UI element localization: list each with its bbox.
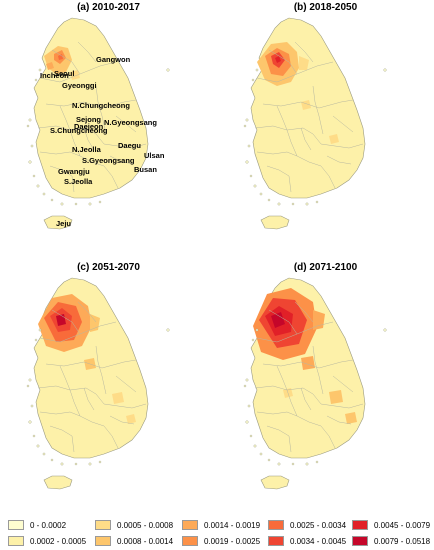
legend-label: 0.0079 - 0.0518: [374, 536, 431, 546]
legend-swatch: [95, 536, 111, 546]
region-label-s-jeolla: S.Jeolla: [64, 177, 93, 186]
region-label-daegu: Daegu: [118, 141, 141, 150]
map-panel-a: Gangwon Incheon Seoul Gyeonggi N.Chungch…: [26, 17, 170, 230]
region-label-gangwon: Gangwon: [96, 55, 131, 64]
panel-title: (a) 2010-2017: [77, 2, 140, 13]
legend: 0 - 0.0002 0.0002 - 0.0005 0.0005 - 0.00…: [0, 516, 434, 550]
legend-label: 0.0008 - 0.0014: [117, 536, 174, 546]
legend-swatch: [268, 536, 284, 546]
panel-a: (a) 2010-2017 Gangwon Incheon Seoul Gyeo…: [0, 0, 217, 255]
legend-label: 0.0002 - 0.0005: [30, 536, 87, 546]
panel-title: (c) 2051-2070: [77, 262, 140, 273]
legend-item: 0.0034 - 0.0045: [268, 534, 346, 548]
panel-title: (b) 2018-2050: [293, 2, 358, 13]
legend-swatch: [352, 536, 368, 546]
region-label-gwangju: Gwangju: [58, 167, 90, 176]
legend-item: 0.0019 - 0.0025: [182, 534, 260, 548]
legend-label: 0 - 0.0002: [30, 520, 67, 530]
region-label-jeju: Jeju: [56, 219, 71, 228]
legend-item: 0.0002 - 0.0005: [8, 534, 86, 548]
legend-swatch: [95, 520, 111, 530]
region-label-gyeonggi: Gyeonggi: [62, 81, 97, 90]
panel-d: (d) 2071-2100: [217, 260, 434, 515]
legend-label: 0.0025 - 0.0034: [290, 520, 347, 530]
region-label-n-chungcheong: N.Chungcheong: [72, 101, 130, 110]
legend-item: 0.0005 - 0.0008: [95, 518, 173, 532]
legend-item: 0 - 0.0002: [8, 518, 66, 532]
region-label-busan: Busan: [134, 165, 157, 174]
legend-swatch: [8, 520, 24, 530]
legend-swatch: [8, 536, 24, 546]
region-label-daejeon: Daejeon: [74, 122, 104, 131]
panel-b: (b) 2018-2050: [217, 0, 434, 255]
legend-label: 0.0034 - 0.0045: [290, 536, 347, 546]
legend-item: 0.0014 - 0.0019: [182, 518, 260, 532]
legend-item: 0.0025 - 0.0034: [268, 518, 346, 532]
region-label-incheon: Incheon: [40, 71, 69, 80]
legend-item: 0.0008 - 0.0014: [95, 534, 173, 548]
legend-label: 0.0019 - 0.0025: [204, 536, 261, 546]
legend-swatch: [182, 520, 198, 530]
panel-c: (c) 2051-2070: [0, 260, 217, 515]
region-label-seoul: Seoul: [54, 69, 74, 78]
region-label-n-jeolla: N.Jeolla: [72, 145, 102, 154]
legend-item: 0.0079 - 0.0518: [352, 534, 430, 548]
map-panel-c: [26, 277, 170, 490]
region-label-s-gyeongsang: S.Gyeongsang: [82, 156, 135, 165]
panel-title: (d) 2071-2100: [293, 262, 358, 273]
legend-swatch: [268, 520, 284, 530]
map-panel-b: [243, 17, 387, 230]
legend-swatch: [182, 536, 198, 546]
region-label-s-chungcheong: S.Chungcheong: [50, 126, 108, 135]
legend-label: 0.0045 - 0.0079: [374, 520, 431, 530]
region-label-sejong: Sejong: [76, 115, 101, 124]
region-label-ulsan: Ulsan: [144, 151, 165, 160]
map-panel-d: [243, 277, 387, 490]
region-label-n-gyeongsang: N.Gyeongsang: [104, 118, 157, 127]
legend-label: 0.0014 - 0.0019: [204, 520, 261, 530]
legend-swatch: [352, 520, 368, 530]
legend-item: 0.0045 - 0.0079: [352, 518, 430, 532]
legend-label: 0.0005 - 0.0008: [117, 520, 174, 530]
